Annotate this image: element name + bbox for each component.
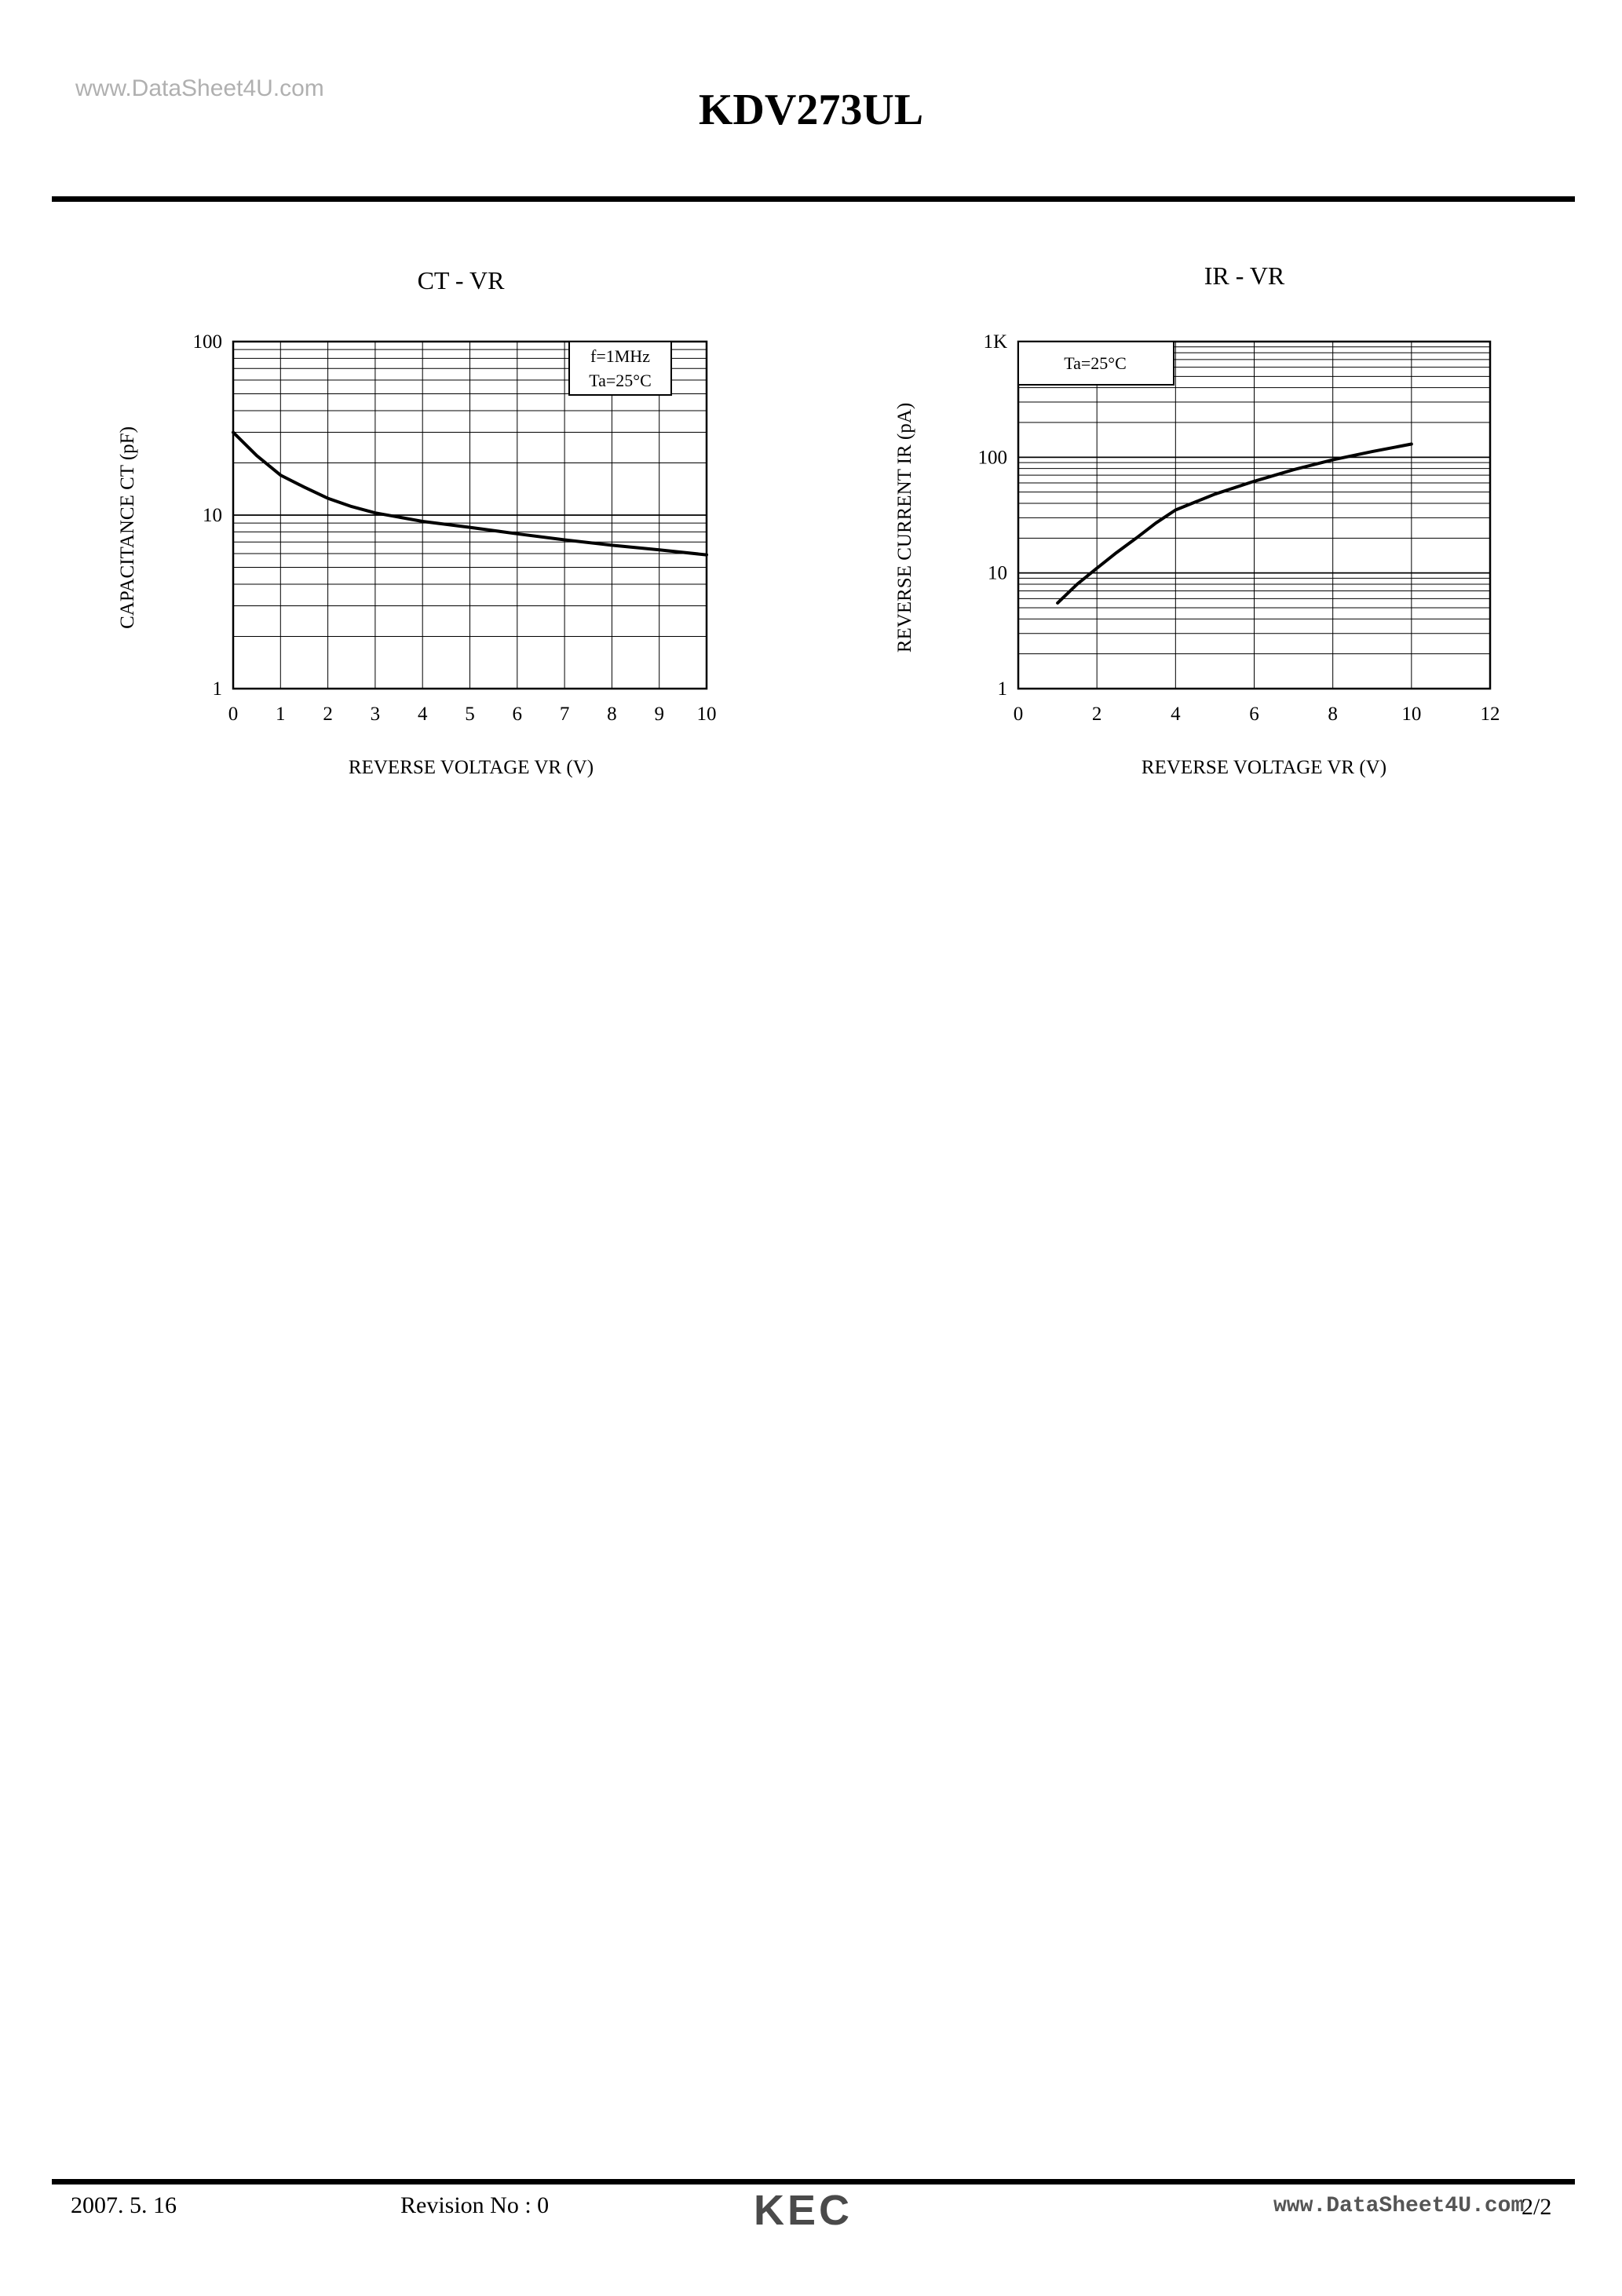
x-tick-label: 7 xyxy=(560,704,570,725)
ir-vr-chart: IR - VR 0 2 4 6 8 10 12 1 10 100 1K Ta=25°C REVERS… xyxy=(894,261,1500,778)
kec-logo: KEC xyxy=(754,2187,853,2234)
x-tick-label: 10 xyxy=(1401,704,1421,725)
annotation-box: f=1MHz Ta=25°C xyxy=(568,341,672,396)
x-tick-label: 4 xyxy=(418,704,428,725)
footer-revision: Revision No : 0 xyxy=(400,2192,550,2218)
x-tick-label: 8 xyxy=(1328,704,1338,725)
document-title: KDV273UL xyxy=(698,86,924,134)
x-tick-label: 2 xyxy=(323,704,333,725)
page-number: 2/2 xyxy=(1522,2194,1552,2220)
x-tick-label: 3 xyxy=(371,704,381,725)
x-axis-label: REVERSE VOLTAGE VR (V) xyxy=(1142,757,1386,778)
x-tick-label: 12 xyxy=(1481,704,1500,725)
series-curve xyxy=(1056,442,1413,605)
y-tick-label: 100 xyxy=(978,447,1008,468)
grid xyxy=(1017,340,1492,690)
y-tick-label: 10 xyxy=(203,505,222,526)
series-curve xyxy=(232,430,708,557)
x-tick-label: 10 xyxy=(697,704,717,725)
y-tick-label: 100 xyxy=(193,331,223,353)
x-tick-label: 6 xyxy=(513,704,523,725)
chart-title: IR - VR xyxy=(1204,261,1285,290)
x-tick-label: 2 xyxy=(1092,704,1102,725)
watermark-text: www.DataSheet4U.com xyxy=(75,75,324,101)
annotation-line: Ta=25°C xyxy=(589,371,652,390)
header-rule xyxy=(52,196,1575,202)
chart-title: CT - VR xyxy=(418,266,506,294)
annotation-line: f=1MHz xyxy=(590,346,650,366)
plot-frame xyxy=(1017,340,1492,690)
y-axis-label: REVERSE CURRENT IR (pA) xyxy=(894,403,915,653)
x-tick-label: 9 xyxy=(654,704,664,725)
x-axis-label: REVERSE VOLTAGE VR (V) xyxy=(349,757,594,778)
footer-url: www.DataSheet4U.com xyxy=(1273,2194,1525,2218)
x-tick-label: 6 xyxy=(1249,704,1259,725)
x-tick-label: 1 xyxy=(276,704,286,725)
x-tick-label: 0 xyxy=(1014,704,1024,725)
x-tick-label: 4 xyxy=(1171,704,1181,725)
annotation-box: Ta=25°C xyxy=(1017,341,1174,386)
y-axis-label: CAPACITANCE CT (pF) xyxy=(117,426,138,629)
plot-frame xyxy=(232,340,708,690)
series-line xyxy=(1056,442,1413,605)
annotation-box-frame xyxy=(568,341,672,396)
annotation-line: Ta=25°C xyxy=(1064,353,1127,373)
series-line xyxy=(232,430,708,557)
x-tick-label: 5 xyxy=(465,704,475,725)
x-tick-label: 8 xyxy=(607,704,617,725)
footer-rule xyxy=(52,2179,1575,2184)
y-tick-label: 10 xyxy=(988,563,1007,584)
y-tick-label: 1 xyxy=(213,678,223,700)
footer-date: 2007. 5. 16 xyxy=(71,2192,177,2218)
x-tick-label: 0 xyxy=(228,704,239,725)
y-tick-label: 1 xyxy=(998,678,1008,700)
y-tick-label: 1K xyxy=(983,331,1007,353)
tick-labels: 0 2 4 6 8 10 12 1 10 100 1K xyxy=(978,331,1500,725)
annotation-box-frame xyxy=(1017,341,1174,386)
